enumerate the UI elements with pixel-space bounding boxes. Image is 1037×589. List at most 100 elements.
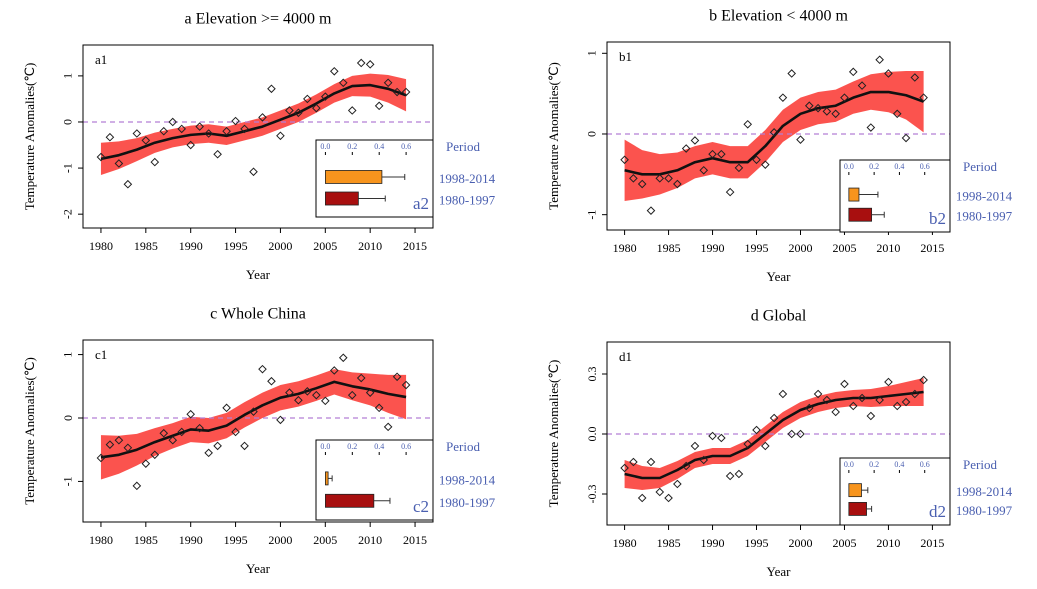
y-tick-label: 1 xyxy=(61,352,75,358)
data-point xyxy=(699,165,709,175)
data-point xyxy=(892,401,902,411)
data-point xyxy=(796,135,805,144)
y-axis-label: Temperature Anomalies(℃) xyxy=(546,360,561,508)
data-point xyxy=(813,103,823,113)
y-tick-label: -1 xyxy=(61,163,75,173)
data-point xyxy=(752,425,761,435)
data-point xyxy=(743,439,753,449)
y-axis-label: Temperature Anomalies(℃) xyxy=(22,357,37,505)
x-tick-label: 1990 xyxy=(701,536,725,550)
data-point xyxy=(240,441,249,451)
plot-frame xyxy=(606,41,951,231)
panel-title: b Elevation < 4000 m xyxy=(709,8,848,25)
panel-label: a1 xyxy=(95,52,107,67)
data-point xyxy=(787,429,796,439)
data-point xyxy=(804,403,814,413)
data-point xyxy=(159,428,169,438)
data-point xyxy=(141,136,151,145)
fit-line xyxy=(100,380,407,459)
data-point xyxy=(804,101,814,111)
x-tick-label: 1995 xyxy=(745,241,769,255)
inset-bar xyxy=(325,170,383,184)
data-point xyxy=(383,78,393,88)
data-point xyxy=(213,441,222,451)
data-point xyxy=(848,67,858,77)
fit-line xyxy=(100,83,407,161)
inset-chart: 0.0 0.2 0.4 0.6 1998-2014 1980-1997 Period a2 xyxy=(315,139,496,218)
legend-title: Period xyxy=(446,439,480,454)
data-point xyxy=(655,487,665,497)
x-tick-label: 2005 xyxy=(313,239,337,253)
data-point xyxy=(276,415,285,425)
data-point xyxy=(919,93,928,102)
inset-tick-label: 0.4 xyxy=(894,162,904,171)
legend-label: 1998-2014 xyxy=(956,484,1013,499)
data-point xyxy=(123,179,133,189)
plot-frame xyxy=(82,44,434,229)
y-tick-label: 1 xyxy=(585,50,599,56)
data-point xyxy=(690,441,700,451)
data-point xyxy=(312,103,321,113)
y-tick-label: 0.0 xyxy=(585,427,599,442)
data-point xyxy=(383,422,393,432)
inset-tick-label: 0.4 xyxy=(894,460,904,469)
data-point xyxy=(356,58,366,68)
data-point xyxy=(901,133,911,143)
data-point xyxy=(285,388,294,397)
data-point xyxy=(195,423,204,433)
data-point xyxy=(159,126,169,136)
data-point xyxy=(664,174,673,183)
panel-label: d1 xyxy=(619,349,632,364)
inset-tick-label: 0.6 xyxy=(401,442,411,451)
inset-tick-label: 0.0 xyxy=(320,442,330,451)
x-tick-label: 2010 xyxy=(876,536,900,550)
data-point xyxy=(646,457,656,467)
data-point xyxy=(761,160,770,169)
data-point xyxy=(743,119,753,129)
x-axis-label: Year xyxy=(246,561,271,576)
data-point xyxy=(168,435,178,445)
inset-tick-label: 0.2 xyxy=(347,142,357,151)
data-point xyxy=(831,407,840,417)
inset-chart: 0.0 0.2 0.4 0.6 1998-2014 1980-1997 Period b2 xyxy=(839,159,1013,233)
data-point xyxy=(629,174,638,183)
x-tick-label: 1980 xyxy=(613,536,637,550)
inset-bar xyxy=(325,191,359,206)
data-point xyxy=(338,78,348,88)
data-point xyxy=(875,395,884,405)
x-axis-label: Year xyxy=(767,564,792,579)
x-tick-label: 1990 xyxy=(179,239,203,253)
legend-label: 1980-1997 xyxy=(956,209,1013,224)
data-point xyxy=(294,108,303,118)
data-point xyxy=(123,443,133,453)
legend-label: 1980-1997 xyxy=(439,193,496,208)
y-tick-label: -1 xyxy=(61,476,75,486)
inset-label: d2 xyxy=(929,502,946,521)
data-point xyxy=(620,155,629,165)
x-tick-label: 2000 xyxy=(268,533,292,547)
data-point xyxy=(734,469,744,479)
data-point xyxy=(329,66,339,76)
data-point xyxy=(392,372,402,382)
data-point xyxy=(681,461,691,471)
data-point xyxy=(761,441,770,451)
data-point xyxy=(857,81,867,90)
y-axis-label: Temperature Anomalies(℃) xyxy=(546,62,561,210)
data-point xyxy=(752,155,761,165)
inset-tick-label: 0.4 xyxy=(374,142,384,151)
plot-frame xyxy=(82,339,434,523)
panel-label: b1 xyxy=(619,49,632,64)
data-point xyxy=(884,377,893,387)
x-tick-label: 1995 xyxy=(224,533,248,547)
data-point xyxy=(114,435,124,445)
data-point xyxy=(910,73,920,82)
data-point xyxy=(114,159,124,168)
data-point xyxy=(222,126,231,136)
data-point xyxy=(690,136,700,145)
data-point xyxy=(637,493,647,503)
data-point xyxy=(267,376,276,386)
x-tick-label: 2015 xyxy=(920,241,944,255)
x-tick-label: 2010 xyxy=(876,241,900,255)
